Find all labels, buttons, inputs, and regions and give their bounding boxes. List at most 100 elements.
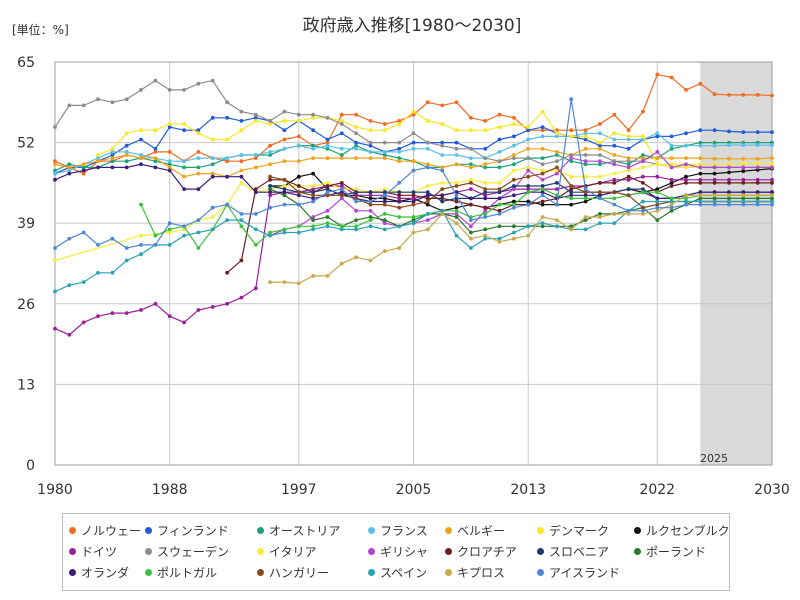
legend-label: スロベニア [549,545,610,559]
data-point [626,137,631,142]
data-point [440,199,445,204]
data-point [253,286,258,291]
data-point [669,146,674,151]
data-point [598,153,602,157]
data-point [139,252,143,257]
data-point [354,156,358,161]
data-point [210,174,215,179]
data-point [755,165,760,170]
legend-marker [257,548,264,555]
legend-marker [69,527,76,534]
data-point [483,146,488,151]
data-point [626,212,631,216]
data-point [612,221,617,226]
data-point [770,143,774,148]
data-point [583,227,588,232]
data-point [225,156,230,161]
data-point [311,227,315,232]
data-point [268,119,272,123]
data-point [583,218,588,223]
data-point [540,177,545,182]
legend-item: オランダ [69,564,129,581]
data-point [368,202,373,207]
data-point [626,177,631,182]
data-point [296,119,301,123]
legend: ノルウェー フィンランド オーストリア フランス ベルギー デンマーク ルクセンブルク ドイツ… [62,513,730,591]
data-point [411,193,416,198]
data-point [770,161,774,166]
data-point [239,224,244,229]
legend-marker [634,527,641,534]
data-point [296,202,301,207]
data-point [339,187,344,192]
data-point [397,122,402,126]
data-point [684,174,688,179]
series-スウェーデン [53,78,774,170]
data-point [483,227,488,232]
data-point [454,181,459,185]
data-point [712,196,717,201]
legend-marker [257,527,264,534]
data-point [469,196,473,201]
data-point [153,165,158,170]
data-point [583,137,588,142]
data-point [354,190,358,195]
data-point [684,88,688,92]
data-point [354,112,358,117]
data-point [641,134,645,139]
data-point [311,199,315,204]
data-point [411,140,416,145]
data-point [196,81,201,86]
data-point [440,193,445,198]
legend-label: ノルウェー [81,524,142,538]
data-point [296,112,301,117]
data-point [598,162,602,167]
data-point [268,184,272,188]
data-point [469,115,473,120]
data-point [296,184,301,188]
data-point [454,184,459,188]
data-point [712,156,717,161]
data-point [311,196,315,201]
data-point [669,165,674,170]
data-point [282,190,287,195]
data-point [411,190,416,195]
data-point [81,230,86,235]
data-point [411,202,416,207]
data-point [569,202,574,207]
data-point [755,196,760,201]
data-point [526,156,531,161]
data-point [469,128,473,133]
data-point [368,119,373,123]
data-point [483,156,488,161]
legend-label: キプロス [457,566,506,580]
data-point [612,171,617,176]
legend-item: オーストリア [257,522,340,539]
data-point [454,146,459,151]
series-line [269,151,772,237]
data-point [225,137,230,142]
data-point [96,97,100,102]
legend-label: スウェーデン [157,545,230,559]
legend-item: クロアチア [445,543,517,560]
data-point [669,208,674,213]
x-tick-label: 1988 [152,482,188,498]
data-point [512,156,516,161]
data-point [540,134,545,139]
data-point [497,202,502,207]
data-point [182,187,187,192]
data-point [569,196,574,201]
data-point [311,224,315,229]
data-point [770,199,774,204]
data-point [425,199,430,204]
data-point [325,193,330,198]
data-point [311,115,315,120]
data-point [770,130,774,135]
data-point [555,224,559,229]
data-point [526,174,531,179]
data-point [81,320,86,325]
data-point [569,97,574,102]
data-point [483,196,488,201]
series-ベルギー [53,146,774,179]
